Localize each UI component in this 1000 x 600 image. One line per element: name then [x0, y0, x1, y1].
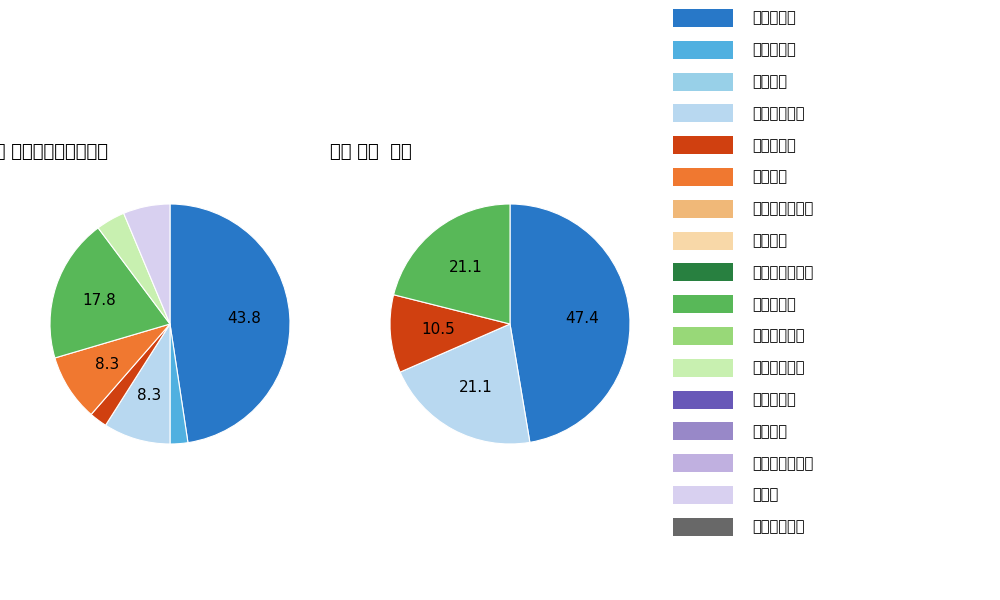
Bar	[673, 295, 733, 313]
Text: パ・ リーグ全プレイヤー: パ・ リーグ全プレイヤー	[0, 143, 108, 161]
Text: カーブ: カーブ	[753, 487, 779, 502]
Wedge shape	[98, 213, 170, 324]
Wedge shape	[55, 324, 170, 415]
Text: スライダー: スライダー	[753, 296, 796, 312]
Wedge shape	[394, 204, 510, 324]
Text: チェンジアップ: チェンジアップ	[753, 202, 814, 217]
Bar	[673, 104, 733, 122]
Wedge shape	[510, 204, 630, 442]
Wedge shape	[400, 324, 530, 444]
Bar	[673, 422, 733, 440]
Bar	[673, 327, 733, 345]
Wedge shape	[170, 324, 188, 444]
Text: フォーク: フォーク	[753, 169, 788, 185]
Text: ツーシーム: ツーシーム	[753, 42, 796, 58]
Text: スクリュー: スクリュー	[753, 392, 796, 407]
Text: 21.1: 21.1	[449, 260, 483, 275]
Text: ナックルカーブ: ナックルカーブ	[753, 456, 814, 470]
Bar	[673, 391, 733, 409]
Text: 17.8: 17.8	[83, 293, 116, 308]
Wedge shape	[124, 204, 170, 324]
Text: シンカー: シンカー	[753, 233, 788, 248]
Text: 10.5: 10.5	[421, 322, 455, 337]
Bar	[673, 359, 733, 377]
Bar	[673, 486, 733, 504]
Text: 47.4: 47.4	[565, 311, 599, 326]
Text: パワーカーブ: パワーカーブ	[753, 360, 805, 376]
Wedge shape	[170, 204, 290, 443]
Wedge shape	[106, 324, 170, 444]
Bar	[673, 41, 733, 59]
Bar	[673, 518, 733, 536]
Bar	[673, 168, 733, 186]
Text: 縦スライダー: 縦スライダー	[753, 329, 805, 343]
Text: 43.8: 43.8	[227, 311, 261, 326]
Bar	[673, 9, 733, 27]
Text: 鈴木 大地  選手: 鈴木 大地 選手	[330, 143, 412, 161]
Bar	[673, 232, 733, 250]
Bar	[673, 454, 733, 472]
Bar	[673, 263, 733, 281]
Bar	[673, 200, 733, 218]
Text: 8.3: 8.3	[95, 356, 119, 371]
Text: ストレート: ストレート	[753, 10, 796, 25]
Text: シュート: シュート	[753, 74, 788, 89]
Text: ナックル: ナックル	[753, 424, 788, 439]
Text: カットボール: カットボール	[753, 106, 805, 121]
Wedge shape	[50, 228, 170, 358]
Bar	[673, 73, 733, 91]
Bar	[673, 136, 733, 154]
Text: 高速スライダー: 高速スライダー	[753, 265, 814, 280]
Text: 21.1: 21.1	[459, 380, 493, 395]
Text: スローカーブ: スローカーブ	[753, 519, 805, 534]
Wedge shape	[91, 324, 170, 425]
Text: スプリット: スプリット	[753, 137, 796, 152]
Text: 8.3: 8.3	[137, 388, 161, 403]
Wedge shape	[390, 295, 510, 372]
